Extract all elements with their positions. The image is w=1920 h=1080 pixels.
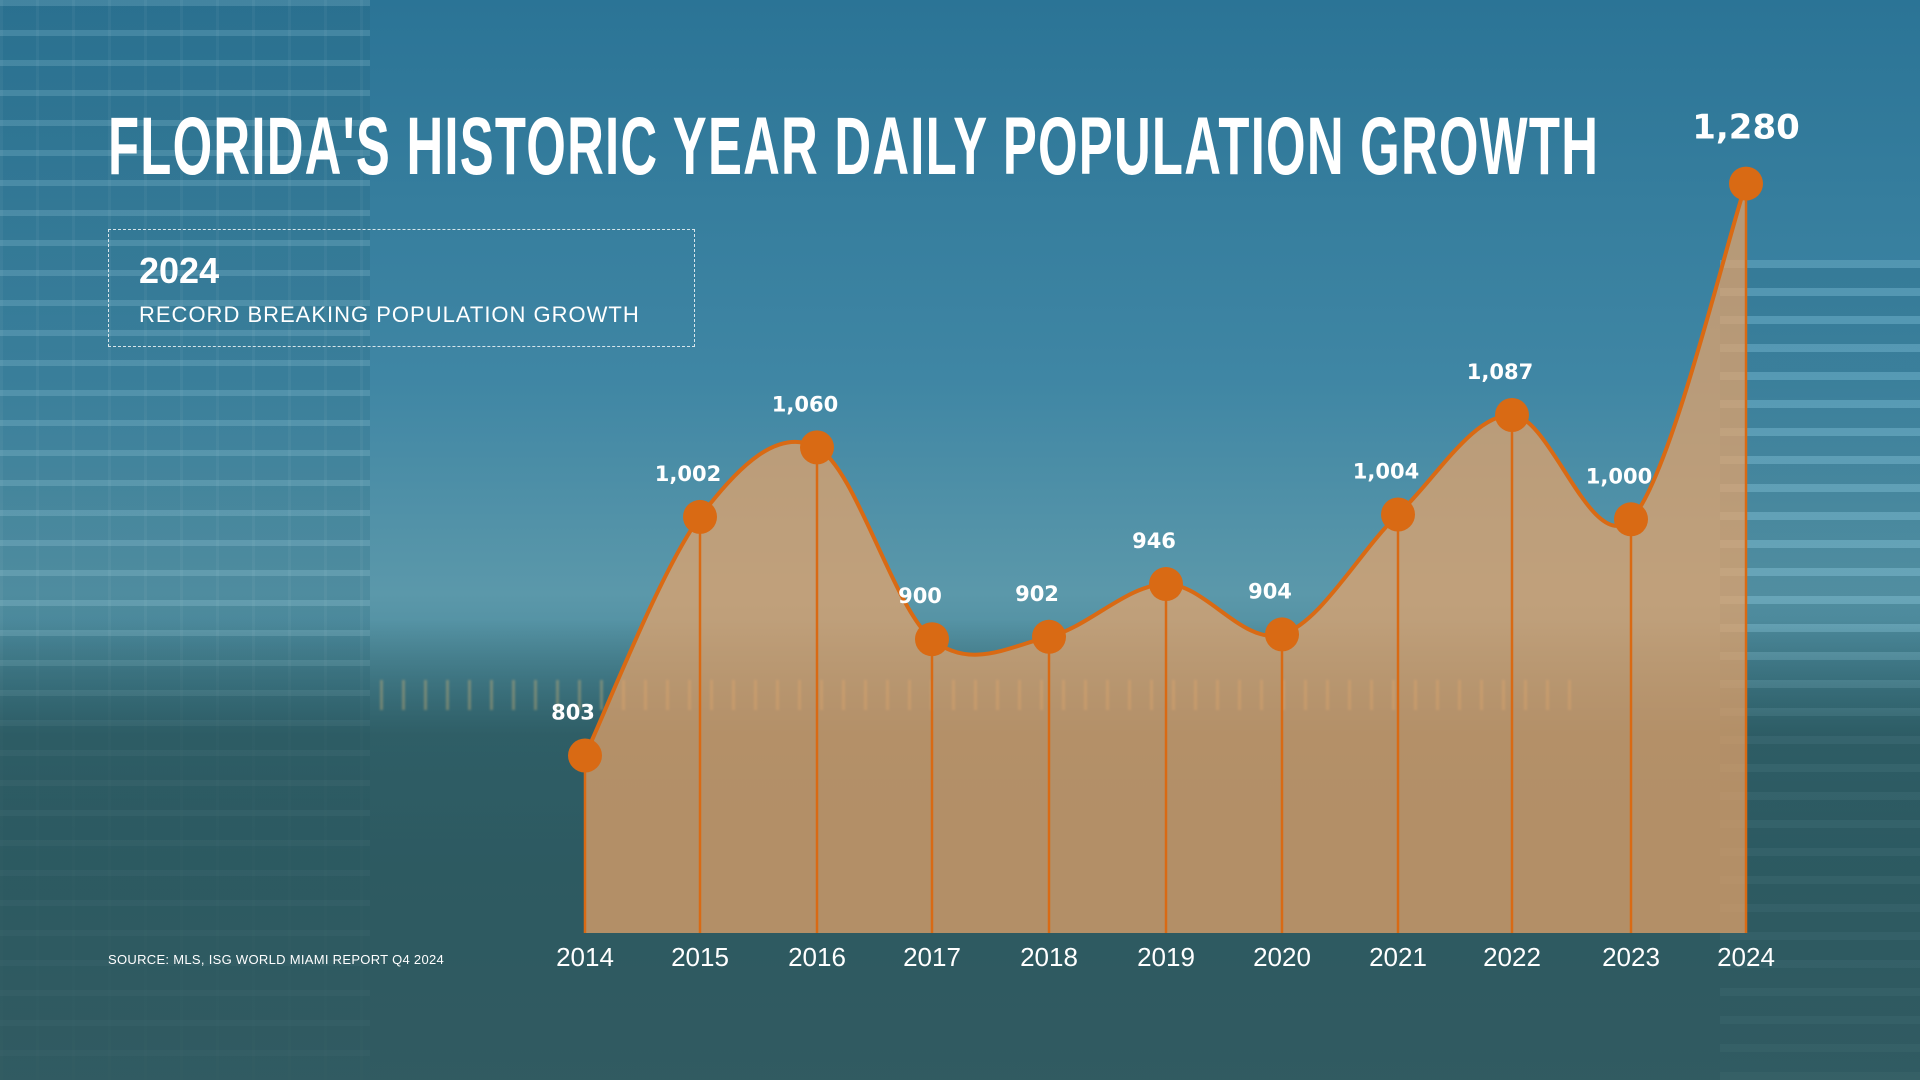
data-label-2019: 946 [1132,529,1176,553]
x-tick-label-2018: 2018 [1020,942,1078,972]
series-line [583,182,1748,757]
callout-text: RECORD BREAKING POPULATION GROWTH [139,302,640,327]
data-label-2014: 803 [551,701,595,725]
x-tick-label-2023: 2023 [1602,942,1660,972]
data-point-2014 [568,738,602,773]
data-label-2020: 904 [1248,579,1292,603]
data-label-2021: 1,004 [1353,460,1419,484]
data-label-2016: 1,060 [772,392,838,416]
data-point-2020 [1265,617,1299,652]
data-point-2015 [683,499,717,534]
data-point-2024 [1729,166,1763,201]
data-point-2022 [1495,397,1529,432]
data-point-2017 [915,622,949,657]
data-label-2015: 1,002 [655,462,721,486]
x-tick-label-2020: 2020 [1253,942,1311,972]
x-tick-label-2024: 2024 [1717,942,1775,972]
callout-box: 2024 RECORD BREAKING POPULATION GROWTH [108,229,695,347]
data-label-2022: 1,087 [1467,360,1533,384]
x-tick-label-2021: 2021 [1369,942,1427,972]
page-title: FLORIDA'S HISTORIC YEAR DAILY POPULATION… [108,101,1600,192]
data-point-2021 [1381,497,1415,532]
data-point-2019 [1149,567,1183,602]
x-tick-label-2016: 2016 [788,942,846,972]
x-tick-label-2014: 2014 [556,942,614,972]
callout-year: 2024 [139,250,220,291]
data-label-2018: 902 [1015,582,1059,606]
data-point-2016 [800,430,834,465]
source-note: SOURCE: MLS, ISG WORLD MIAMI REPORT Q4 2… [108,952,445,967]
data-label-2024: 1,280 [1692,108,1800,148]
area-fill [585,183,1746,933]
data-point-2018 [1032,619,1066,654]
data-point-2023 [1614,502,1648,537]
x-tick-label-2015: 2015 [671,942,729,972]
x-tick-label-2017: 2017 [903,942,961,972]
x-tick-label-2022: 2022 [1483,942,1541,972]
data-label-2017: 900 [898,584,942,608]
x-tick-label-2019: 2019 [1137,942,1195,972]
data-label-2023: 1,000 [1586,464,1652,488]
